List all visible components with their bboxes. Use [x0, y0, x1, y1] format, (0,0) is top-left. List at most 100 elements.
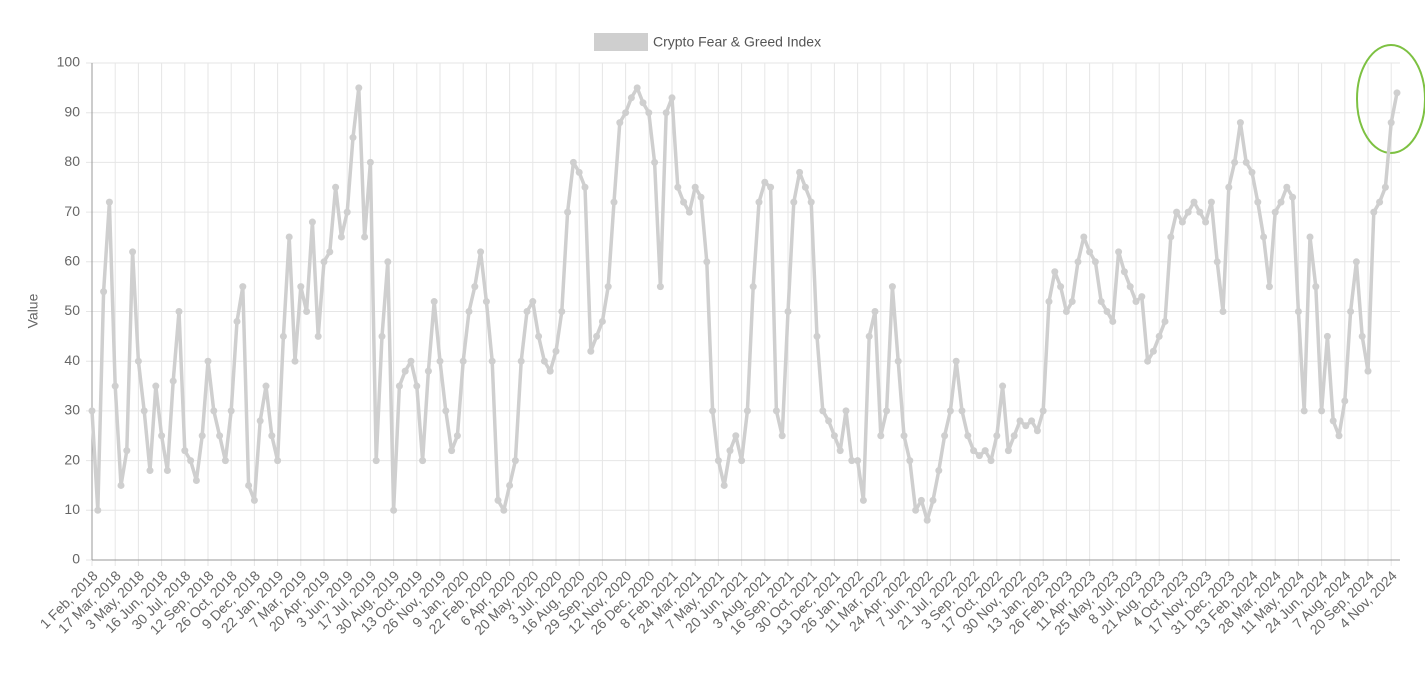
data-point	[1068, 298, 1076, 306]
data-point	[245, 481, 253, 489]
data-point	[859, 496, 867, 504]
data-point	[453, 432, 461, 440]
data-point	[1022, 422, 1030, 430]
data-point	[1271, 208, 1279, 216]
data-point	[778, 432, 786, 440]
data-point	[1173, 208, 1181, 216]
data-point	[511, 457, 519, 465]
data-point	[430, 298, 438, 306]
data-point	[987, 457, 995, 465]
data-point	[407, 357, 415, 365]
data-point	[709, 407, 717, 415]
data-point	[569, 158, 577, 166]
data-point	[564, 208, 572, 216]
data-point	[1254, 198, 1262, 206]
data-point	[1236, 119, 1244, 127]
legend-label[interactable]: Crypto Fear & Greed Index	[653, 34, 821, 50]
data-point	[384, 258, 392, 266]
data-point	[94, 506, 102, 514]
data-point	[1213, 258, 1221, 266]
data-point	[459, 357, 467, 365]
legend-swatch[interactable]	[594, 33, 648, 51]
data-point	[801, 183, 809, 191]
data-point	[906, 457, 914, 465]
data-point	[1126, 283, 1134, 291]
data-point	[372, 457, 380, 465]
data-point	[616, 119, 624, 127]
data-point	[1381, 183, 1389, 191]
data-point	[494, 496, 502, 504]
data-point	[714, 457, 722, 465]
data-point	[790, 198, 798, 206]
data-point	[1103, 308, 1111, 315]
data-point	[1376, 198, 1384, 206]
data-point	[1358, 332, 1366, 340]
data-point	[755, 198, 763, 206]
data-point	[436, 357, 444, 365]
data-point	[355, 84, 363, 92]
data-point	[1283, 183, 1291, 191]
data-point	[535, 332, 543, 340]
data-point	[1004, 447, 1012, 455]
data-point	[1306, 233, 1314, 241]
data-point	[738, 457, 746, 465]
data-point	[123, 447, 131, 455]
data-point	[627, 94, 635, 102]
data-point	[1393, 89, 1401, 97]
data-point	[291, 357, 299, 365]
data-point	[506, 481, 514, 489]
data-point	[1289, 193, 1297, 201]
data-point	[390, 506, 398, 514]
data-point	[581, 183, 589, 191]
data-point	[1387, 119, 1395, 127]
data-point	[401, 367, 409, 375]
data-point	[865, 332, 873, 340]
y-tick-label: 30	[64, 402, 80, 418]
data-point	[442, 407, 450, 415]
data-point	[1248, 168, 1256, 176]
data-point	[772, 407, 780, 415]
data-point	[552, 347, 560, 355]
data-point	[593, 332, 601, 340]
data-point	[1294, 308, 1302, 315]
data-point	[477, 248, 485, 256]
data-point	[308, 218, 316, 226]
data-point	[784, 308, 792, 315]
series-line	[90, 86, 1399, 522]
data-point	[482, 298, 490, 306]
data-point	[830, 432, 838, 440]
data-point	[100, 288, 108, 296]
data-point	[877, 432, 885, 440]
data-point	[575, 168, 583, 176]
data-point	[250, 496, 258, 504]
data-point	[181, 447, 189, 455]
data-point	[1202, 218, 1210, 226]
data-point	[285, 233, 293, 241]
data-point	[732, 432, 740, 440]
data-point	[221, 457, 229, 465]
data-point	[1016, 417, 1024, 425]
data-point	[685, 208, 693, 216]
data-point	[529, 298, 537, 306]
data-point	[662, 109, 670, 117]
data-point	[349, 134, 357, 142]
data-point	[1045, 298, 1053, 306]
data-point	[1370, 208, 1378, 216]
data-point	[297, 283, 305, 291]
data-point	[1178, 218, 1186, 226]
data-point	[1155, 332, 1163, 340]
data-point	[1132, 298, 1140, 306]
data-point	[929, 496, 937, 504]
data-point	[935, 467, 943, 475]
data-point	[187, 457, 195, 465]
data-point	[1057, 283, 1065, 291]
data-point	[680, 198, 688, 206]
data-point	[158, 432, 166, 440]
data-point	[825, 417, 833, 425]
data-point	[697, 193, 705, 201]
data-point	[546, 367, 554, 375]
data-point	[192, 476, 200, 484]
data-point	[703, 258, 711, 266]
y-tick-label: 10	[64, 501, 80, 517]
data-point	[332, 183, 340, 191]
